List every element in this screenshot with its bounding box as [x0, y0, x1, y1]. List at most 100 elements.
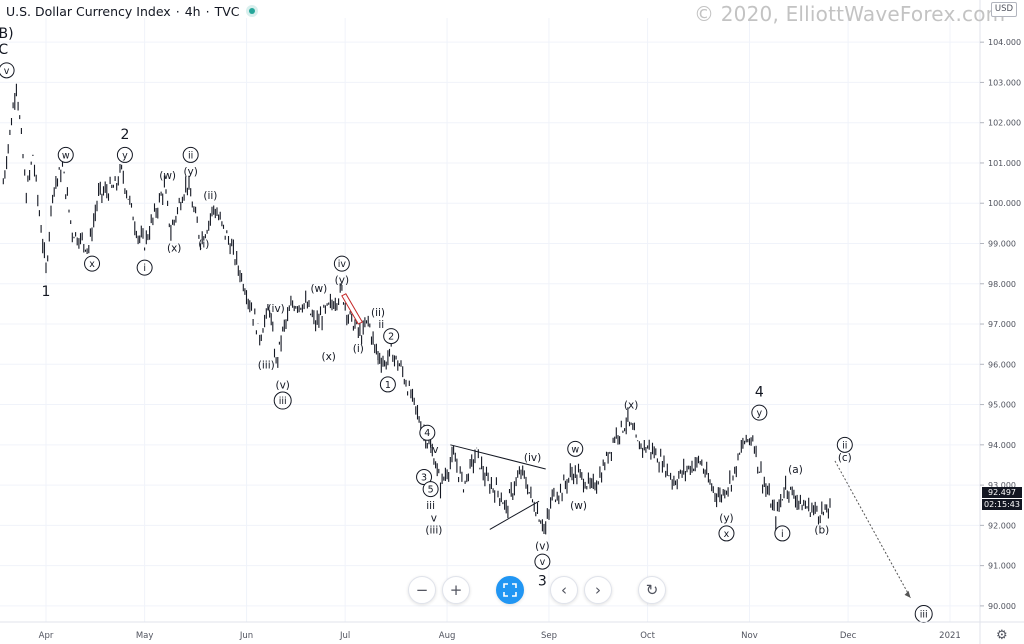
wave-label: (B) — [0, 26, 14, 42]
wave-label: (x) — [167, 243, 181, 255]
minus-icon: − — [415, 581, 429, 599]
chevron-left-icon: ‹ — [561, 581, 567, 599]
wave-label: 5 — [428, 485, 434, 496]
price-axis[interactable]: 90.000 91.000 92.000 93.000 94.000 95.000 96.0… — [979, 0, 1021, 644]
time-tick-label: Oct — [640, 631, 655, 641]
wave-label: (iii) — [425, 524, 442, 536]
wave-label: y — [757, 408, 763, 419]
wave-label: (c) — [838, 452, 852, 464]
grid-lines — [0, 18, 980, 622]
wave-label: iv — [429, 444, 438, 456]
source-label: TVC — [214, 3, 240, 19]
price-tick-label: 96.000 — [988, 360, 1016, 369]
wave-label: x — [724, 529, 730, 540]
wave-label: y — [122, 150, 128, 161]
wave-label: 4 — [424, 428, 430, 439]
wave-label: (ii) — [371, 307, 385, 319]
time-tick-label: May — [136, 631, 154, 641]
price-tick-label: 93.000 — [988, 481, 1016, 490]
price-tick-label: 100.000 — [988, 199, 1021, 208]
wave-label-circle — [534, 553, 551, 570]
wave-label: (i) — [198, 238, 209, 250]
reset-scale-button[interactable] — [496, 576, 524, 604]
time-tick-label: Dec — [840, 631, 857, 641]
wave-label: x — [89, 259, 95, 270]
wave-label: (ii) — [203, 190, 217, 202]
interval-label[interactable]: 4h — [184, 3, 201, 19]
wave-label: (iv) — [267, 303, 284, 315]
wave-label: (x) — [624, 400, 638, 412]
wave-label-circle — [379, 376, 396, 393]
watermark: © 2020, ElliottWaveForex.com — [694, 2, 1006, 26]
wave-label: (i) — [353, 343, 364, 355]
wave-label: (iv) — [524, 452, 541, 464]
symbol-title[interactable]: U.S. Dollar Currency Index — [6, 3, 171, 19]
gear-icon[interactable]: ⚙ — [996, 628, 1008, 643]
wave-label: iii — [279, 396, 287, 407]
scroll-right-button[interactable]: › — [584, 576, 612, 604]
wave-label: 4 — [755, 384, 764, 400]
time-tick-label: Aug — [439, 631, 456, 641]
separator: · — [205, 3, 210, 19]
wave-label: C — [0, 42, 8, 58]
fit-icon — [503, 583, 517, 597]
wave-label-circle — [273, 391, 292, 410]
wave-label: ii — [378, 319, 384, 331]
correction-box — [341, 293, 364, 325]
wave-label: (y) — [183, 166, 197, 178]
projection-arrow-head — [904, 590, 911, 598]
wave-label: (b) — [814, 524, 829, 536]
reset-chart-button[interactable]: ↻ — [638, 576, 666, 604]
refresh-icon: ↻ — [645, 581, 659, 599]
wave-labels: (B)Cv1wx2yi(w)(x)ii(y)(ii)(i)(iv)(iii)(v… — [0, 26, 933, 623]
price-tick-label: 104.000 — [988, 38, 1021, 47]
currency-button[interactable]: USD — [991, 2, 1017, 17]
price-tick-label: 103.000 — [988, 78, 1021, 87]
time-tick-label: Jul — [339, 631, 350, 641]
chevron-right-icon: › — [595, 581, 601, 599]
wave-label-circle — [333, 255, 350, 272]
triangle-trendline — [489, 500, 540, 530]
wave-label-circle — [57, 146, 74, 163]
price-tick-label: 102.000 — [988, 119, 1021, 128]
price-tick-label: 95.000 — [988, 401, 1016, 410]
price-bars — [2, 83, 831, 535]
scroll-left-button[interactable]: ‹ — [550, 576, 578, 604]
time-axis[interactable]: Apr May Jun Jul Aug Sep Oct Nov Dec 2021 — [0, 621, 1024, 641]
wave-label: 3 — [421, 473, 427, 484]
zoom-out-button[interactable]: − — [408, 576, 436, 604]
wave-label: v — [540, 557, 546, 568]
wave-label: (a) — [788, 464, 803, 476]
price-tick-label: 101.000 — [988, 159, 1021, 168]
price-tick-label: 97.000 — [988, 320, 1016, 329]
wave-label: 2 — [120, 127, 129, 143]
wave-label: 1 — [385, 380, 391, 391]
chart-navigation-toolbar: − + ‹ › ↻ — [408, 576, 666, 604]
wave-label: ii — [842, 440, 847, 451]
time-tick-label: 2021 — [939, 631, 961, 641]
bar-countdown-tag: 02:15:43 — [982, 499, 1022, 510]
wave-label: (v) — [535, 540, 549, 552]
price-tick-label: 99.000 — [988, 239, 1016, 248]
time-tick-label: Sep — [541, 631, 557, 641]
separator: · — [175, 3, 180, 19]
wave-label: 1 — [42, 284, 51, 300]
wave-label: (iii) — [258, 359, 275, 371]
wave-label: (w) — [570, 500, 587, 512]
wave-label-circle — [416, 469, 433, 486]
time-tick-label: Jun — [239, 631, 253, 641]
wave-label: (y) — [719, 512, 733, 524]
wave-label: i — [781, 529, 784, 540]
wave-label: v — [431, 512, 437, 524]
wave-label-circle — [116, 146, 133, 163]
zoom-in-button[interactable]: + — [442, 576, 470, 604]
chart-header: U.S. Dollar Currency Index · 4h · TVC — [6, 2, 256, 20]
price-tick-label: 90.000 — [988, 602, 1016, 611]
wave-label-circle — [567, 440, 584, 457]
wave-label: (w) — [310, 283, 327, 295]
wave-label-circle — [383, 328, 400, 345]
price-tick-label: 98.000 — [988, 280, 1016, 289]
last-price-tag: 92.497 — [982, 487, 1022, 498]
wave-label: i — [143, 263, 146, 274]
